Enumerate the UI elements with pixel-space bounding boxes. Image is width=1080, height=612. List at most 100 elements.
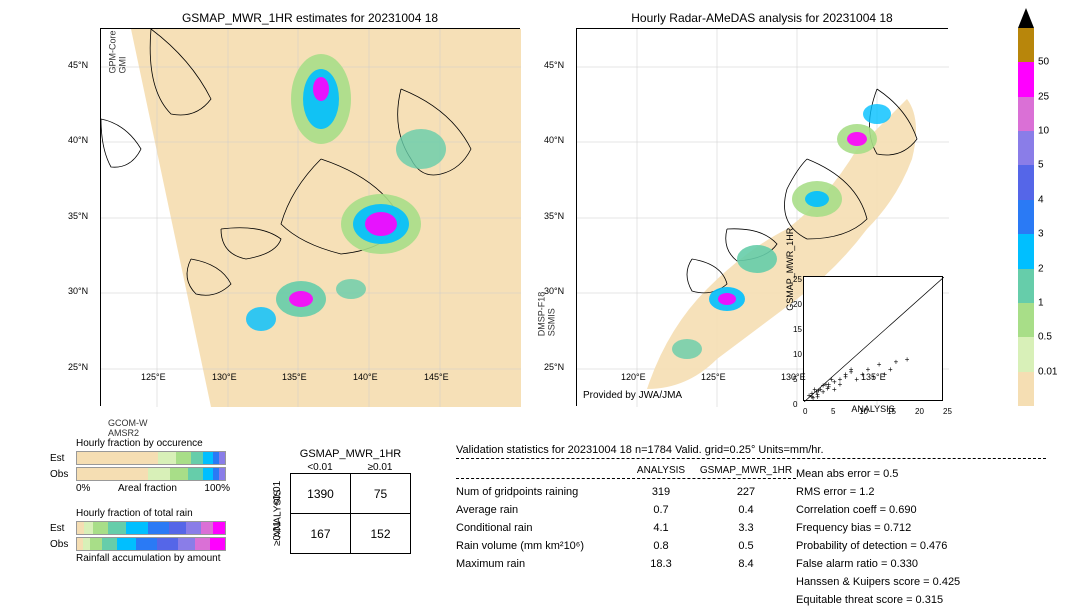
stats-colhdr-estimate: GSMAP_MWR_1HR xyxy=(696,465,796,476)
bar-label: Est xyxy=(50,453,76,464)
contingency-panel: GSMAP_MWR_1HR <0.01 ≥0.01 <0.01 ≥0.01 13… xyxy=(272,448,411,554)
svg-text:+: + xyxy=(854,375,859,384)
scatter-xtick: 20 xyxy=(915,407,924,416)
metric-line: False alarm ratio = 0.330 xyxy=(796,555,1046,573)
stat-analysis: 4.1 xyxy=(626,522,696,534)
bar-label: Obs xyxy=(50,469,76,480)
stat-key: Average rain xyxy=(456,504,626,516)
colorbar-tick: 2 xyxy=(1038,263,1044,274)
stat-analysis: 0.7 xyxy=(626,504,696,516)
colorbar xyxy=(1018,28,1034,406)
metric-line: Probability of detection = 0.476 xyxy=(796,537,1046,555)
lat-tick: 35°N xyxy=(544,211,564,221)
stat-key: Maximum rain xyxy=(456,558,626,570)
svg-text:+: + xyxy=(832,385,837,394)
bar-label: Obs xyxy=(50,539,76,550)
bar xyxy=(76,451,226,465)
colorbar-arrow-icon xyxy=(1018,8,1034,28)
svg-text:+: + xyxy=(814,388,819,397)
colorbar-tick: 0.01 xyxy=(1038,366,1057,377)
map-left-svg xyxy=(101,29,521,407)
scatter-xtick: 10 xyxy=(859,407,868,416)
contingency-ylabel: ANALYSIS xyxy=(273,489,284,537)
stat-estimate: 0.4 xyxy=(696,504,796,516)
scatter-xtick: 15 xyxy=(887,407,896,416)
metric-line: Frequency bias = 0.712 xyxy=(796,519,1046,537)
satellite-label: DMSP-F18 SSMIS xyxy=(536,292,556,337)
lat-tick: 45°N xyxy=(544,60,564,70)
scatter-ytick: 5 xyxy=(793,375,797,384)
bar xyxy=(76,537,226,551)
metric-line: Correlation coeff = 0.690 xyxy=(796,501,1046,519)
scatter-xtick: 0 xyxy=(803,407,807,416)
lat-tick: 25°N xyxy=(544,362,564,372)
metric-line: Hanssen & Kuipers score = 0.425 xyxy=(796,573,1046,591)
stat-key: Rain volume (mm km²10⁶) xyxy=(456,540,626,552)
satellite-label: GPM-Core GMI xyxy=(108,30,128,73)
svg-text:+: + xyxy=(838,380,843,389)
lon-tick: 125°E xyxy=(701,372,726,382)
stat-estimate: 0.5 xyxy=(696,540,796,552)
lon-tick: 135°E xyxy=(861,372,886,382)
totalrain-title: Hourly fraction of total rain xyxy=(76,508,230,519)
map-left: GSMAP_MWR_1HR estimates for 20231004 18 xyxy=(100,28,520,406)
occurrence-xlabel: Areal fraction xyxy=(90,483,204,494)
stat-key: Conditional rain xyxy=(456,522,626,534)
colorbar-tick: 0.5 xyxy=(1038,332,1052,343)
occurrence-panel: Hourly fraction by occurence Est Obs 0% A… xyxy=(50,438,230,494)
metric-line: RMS error = 1.2 xyxy=(796,483,1046,501)
contingency-title: GSMAP_MWR_1HR xyxy=(290,448,411,460)
svg-text:+: + xyxy=(829,375,834,384)
scatter-ytick: 15 xyxy=(793,325,802,334)
svg-text:+: + xyxy=(825,384,830,393)
contingency-cell-10: 167 xyxy=(291,514,351,554)
lon-tick: 120°E xyxy=(621,372,646,382)
lat-tick: 45°N xyxy=(68,60,96,70)
lat-tick: 30°N xyxy=(68,286,96,296)
stats-colhdr-analysis: ANALYSIS xyxy=(626,465,696,476)
stat-analysis: 18.3 xyxy=(626,558,696,570)
stat-estimate: 3.3 xyxy=(696,522,796,534)
occurrence-title: Hourly fraction by occurence xyxy=(76,438,230,449)
bar-label: Est xyxy=(50,523,76,534)
map-right: Hourly Radar-AMeDAS analysis for 2023100… xyxy=(576,28,948,406)
svg-text:+: + xyxy=(877,360,882,369)
contingency-table: 1390 75 167 152 xyxy=(290,473,411,554)
contingency-cell-11: 152 xyxy=(351,514,411,554)
contingency-colhdr-1: ≥0.01 xyxy=(350,462,410,473)
stat-analysis: 0.8 xyxy=(626,540,696,552)
lat-tick: 40°N xyxy=(68,135,96,145)
scatter-ytick: 10 xyxy=(793,350,802,359)
lon-tick: 135°E xyxy=(282,372,307,382)
occurrence-xright: 100% xyxy=(204,483,230,494)
stat-analysis: 319 xyxy=(626,486,696,498)
contingency-cell-01: 75 xyxy=(351,474,411,514)
lon-tick: 125°E xyxy=(141,372,166,382)
colorbar-tick: 4 xyxy=(1038,194,1044,205)
stat-estimate: 227 xyxy=(696,486,796,498)
colorbar-tick: 10 xyxy=(1038,126,1049,137)
stats-title: Validation statistics for 20231004 18 n=… xyxy=(456,444,1046,459)
lon-tick: 140°E xyxy=(353,372,378,382)
occurrence-xleft: 0% xyxy=(76,483,90,494)
colorbar-tick: 25 xyxy=(1038,91,1049,102)
lat-tick: 25°N xyxy=(68,362,96,372)
scatter-ytick: 20 xyxy=(793,300,802,309)
colorbar-tick: 3 xyxy=(1038,229,1044,240)
satellite-label: GCOM-W AMSR2 xyxy=(108,418,148,438)
svg-text:+: + xyxy=(843,373,848,382)
map-right-title: Hourly Radar-AMeDAS analysis for 2023100… xyxy=(577,11,947,25)
scatter-ytick: 25 xyxy=(793,275,802,284)
scatter-ytick: 0 xyxy=(793,400,797,409)
stats-panel: Validation statistics for 20231004 18 n=… xyxy=(456,444,1046,609)
scatter-xtick: 5 xyxy=(831,407,835,416)
lon-tick: 145°E xyxy=(424,372,449,382)
lon-tick: 130°E xyxy=(212,372,237,382)
lat-tick: 35°N xyxy=(68,211,96,221)
scatter-ylabel: GSMAP_MWR_1HR xyxy=(785,227,795,310)
svg-text:+: + xyxy=(894,358,899,367)
scatter-svg: ++++++++++++++++++++++++++++++++++ xyxy=(804,277,944,402)
stat-estimate: 8.4 xyxy=(696,558,796,570)
stat-key: Num of gridpoints raining xyxy=(456,486,626,498)
lat-tick: 40°N xyxy=(544,135,564,145)
